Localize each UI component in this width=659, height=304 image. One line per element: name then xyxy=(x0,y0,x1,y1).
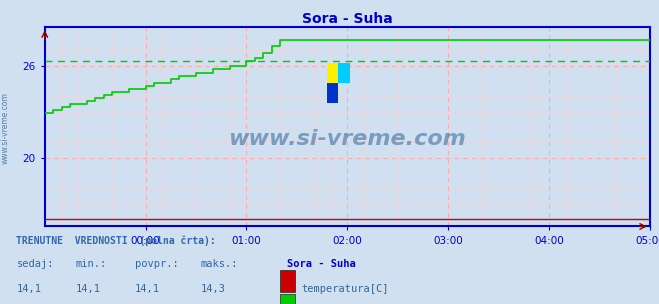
Text: 14,1: 14,1 xyxy=(135,284,160,294)
Text: povpr.:: povpr.: xyxy=(135,259,179,269)
Text: 14,1: 14,1 xyxy=(16,284,42,294)
FancyBboxPatch shape xyxy=(327,63,338,83)
Text: TRENUTNE  VREDNOSTI  (polna črta):: TRENUTNE VREDNOSTI (polna črta): xyxy=(16,236,216,246)
Text: 14,1: 14,1 xyxy=(76,284,101,294)
Text: temperatura[C]: temperatura[C] xyxy=(302,284,389,294)
Bar xyxy=(280,270,295,292)
FancyBboxPatch shape xyxy=(338,63,350,83)
Text: 14,3: 14,3 xyxy=(201,284,226,294)
Text: www.si-vreme.com: www.si-vreme.com xyxy=(229,129,466,149)
Text: sedaj:: sedaj: xyxy=(16,259,54,269)
Text: maks.:: maks.: xyxy=(201,259,239,269)
FancyBboxPatch shape xyxy=(327,83,338,103)
Text: Sora - Suha: Sora - Suha xyxy=(287,259,355,269)
Text: www.si-vreme.com: www.si-vreme.com xyxy=(1,92,10,164)
Title: Sora - Suha: Sora - Suha xyxy=(302,12,393,26)
Bar xyxy=(280,294,295,304)
Text: min.:: min.: xyxy=(76,259,107,269)
